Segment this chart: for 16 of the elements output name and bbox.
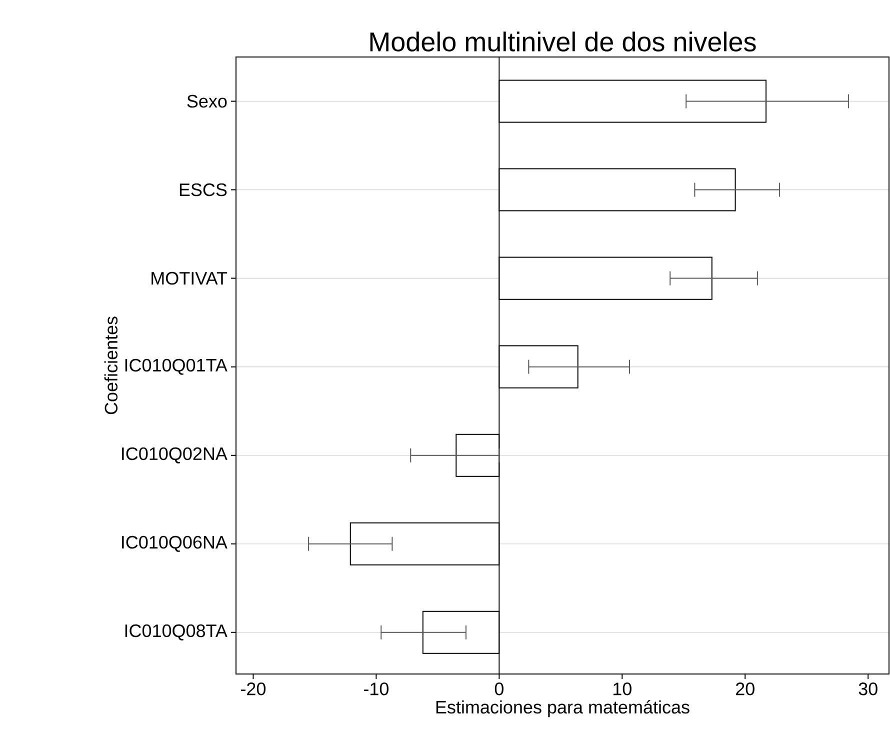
x-tick-label: 30 — [858, 682, 878, 696]
x-tick-label: 10 — [614, 682, 632, 696]
y-tick-label: IC010Q01TA — [125, 358, 228, 375]
x-tick-label: 0 — [494, 682, 504, 696]
y-tick-label: MOTIVAT — [152, 272, 228, 285]
x-axis-title: Estimaciones para matemáticas — [436, 700, 690, 718]
y-tick-label: IC010Q06NA — [122, 536, 228, 552]
y-tick-label: ESCS — [180, 183, 227, 196]
y-axis-title: Coeficientes — [104, 316, 118, 414]
x-tick-label: -10 — [364, 682, 389, 696]
y-tick-label: IC010Q08TA — [125, 624, 228, 640]
x-tick-label: -20 — [241, 682, 266, 696]
x-tick-label: 20 — [736, 682, 754, 696]
y-tick-label: Sexo — [187, 94, 227, 108]
y-tick-label: IC010Q02NA — [122, 447, 228, 464]
chart-title: Modelo multinivel de dos niveles — [370, 32, 756, 52]
